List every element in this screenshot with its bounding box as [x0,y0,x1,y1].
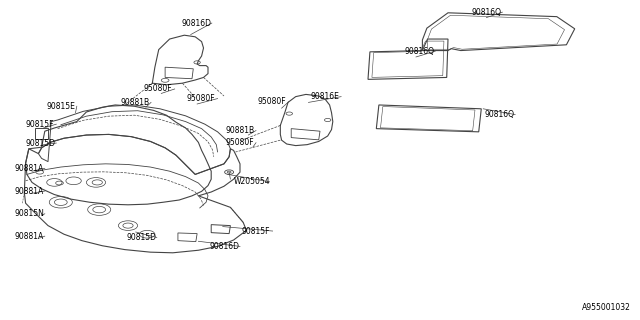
Text: 90881A: 90881A [14,164,44,173]
Text: 95080F: 95080F [187,94,216,103]
Text: 90815N: 90815N [14,209,44,218]
Text: 90815F: 90815F [26,120,54,129]
Text: 90815E: 90815E [46,102,75,111]
Text: 90881A: 90881A [14,232,44,241]
Text: 95080F: 95080F [144,84,173,93]
Text: W205054: W205054 [234,177,270,186]
Text: 90815F: 90815F [242,227,271,236]
Text: 90816Q: 90816Q [472,8,502,17]
Text: 90881B: 90881B [120,98,150,107]
Text: A955001032: A955001032 [582,303,630,312]
Text: 90816E: 90816E [310,92,339,101]
Text: 90815D: 90815D [126,233,156,242]
Text: 90881B: 90881B [225,126,255,135]
Text: 90816D: 90816D [181,19,211,28]
Text: 95080F: 95080F [225,138,254,147]
Text: 90881A: 90881A [14,187,44,196]
Text: 95080F: 95080F [258,97,287,106]
Text: 90816D: 90816D [209,242,239,251]
Text: 90816Q: 90816Q [404,47,435,56]
Text: 90816Q: 90816Q [484,110,515,119]
Text: 90815D: 90815D [26,139,56,148]
